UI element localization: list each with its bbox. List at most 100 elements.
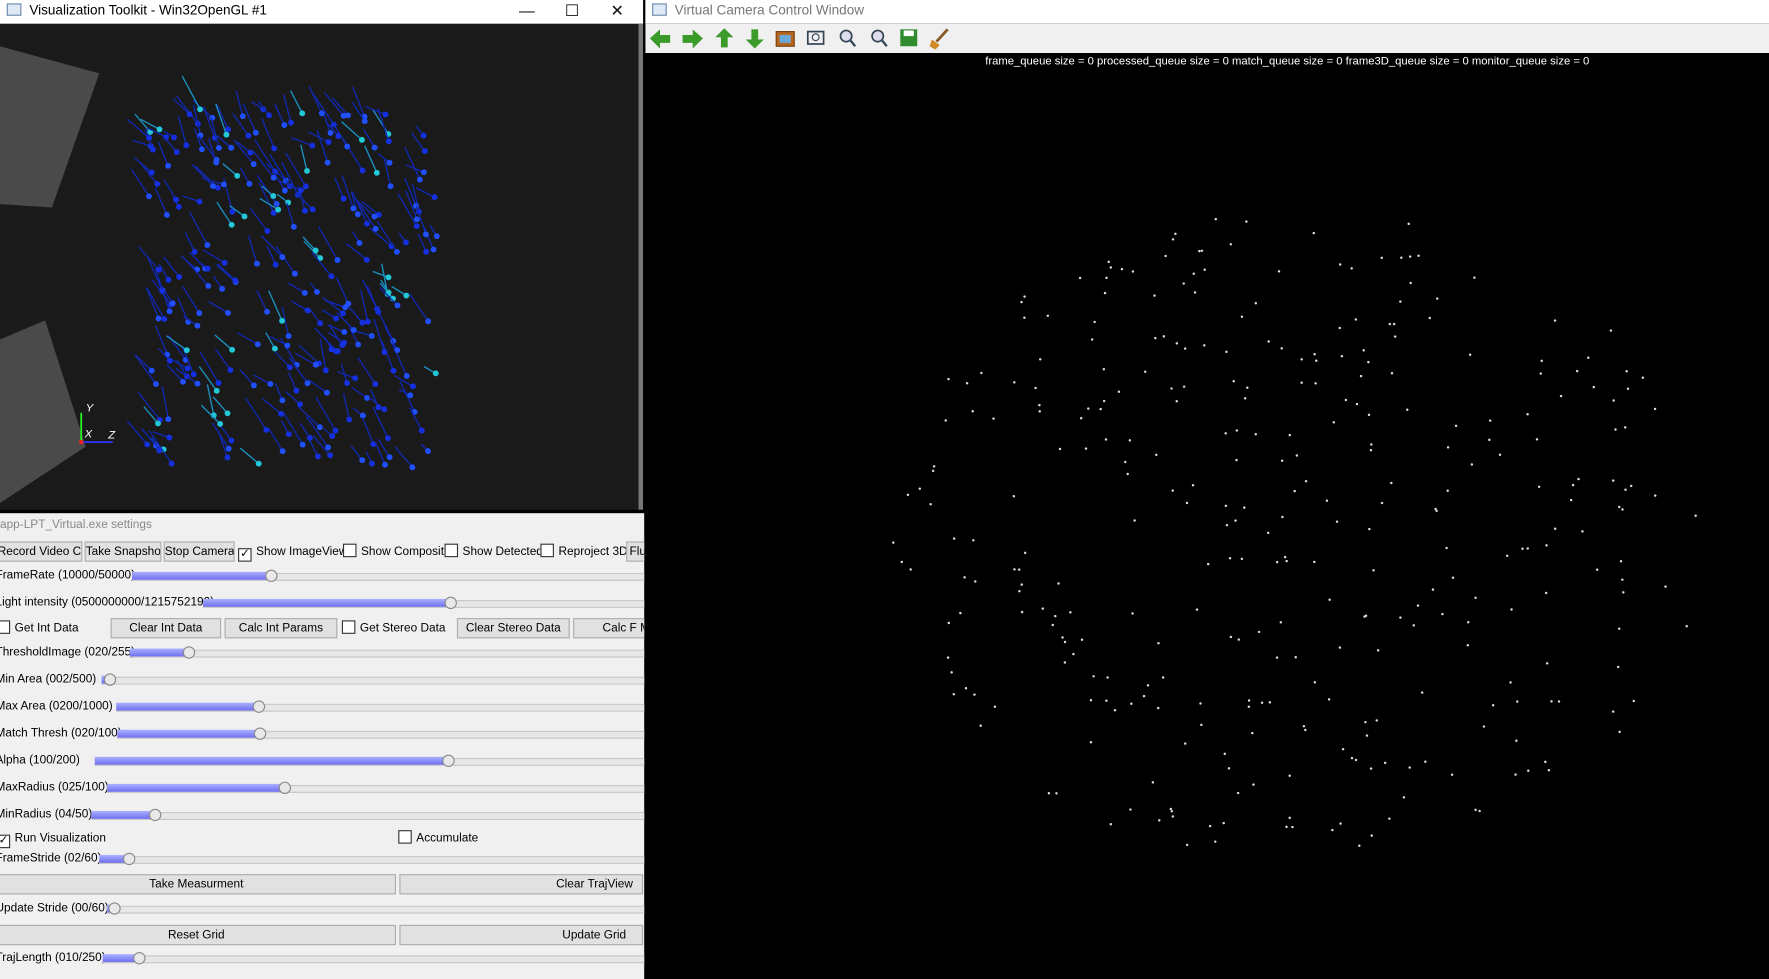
trajectory [155, 325, 168, 355]
button[interactable]: Update Grid [399, 924, 644, 946]
trajectory [172, 98, 191, 115]
slider-track[interactable] [107, 905, 645, 914]
particle [1498, 453, 1502, 456]
particle [959, 611, 962, 615]
slider-thumb[interactable] [122, 852, 136, 866]
slider-thumb[interactable] [265, 569, 278, 582]
checkbox[interactable]: Show Detected [444, 543, 543, 560]
checkbox[interactable]: Get Stereo Data [341, 620, 445, 636]
checkbox[interactable]: Show Composite [342, 543, 451, 560]
close-button[interactable]: ✕ [610, 1, 624, 20]
button[interactable]: Stop Cameras [163, 541, 235, 562]
slider-thumb[interactable] [278, 781, 292, 795]
check-box[interactable] [398, 830, 412, 844]
particle [306, 435, 313, 441]
particle [393, 248, 400, 255]
button[interactable]: Calc F Ma [573, 618, 645, 639]
particle [1124, 460, 1127, 464]
particle [372, 225, 379, 232]
trajectory [175, 95, 199, 125]
particle [1223, 752, 1227, 756]
forward-icon[interactable] [682, 29, 703, 49]
slider-thumb[interactable] [442, 754, 455, 767]
slider-track[interactable] [99, 856, 645, 864]
zoom-in-icon[interactable] [839, 29, 857, 47]
slider-thumb[interactable] [182, 646, 196, 659]
checkbox[interactable]: ✓ Show ImageView [238, 544, 347, 562]
particle [221, 259, 228, 266]
trajectory [256, 290, 268, 313]
slider-track[interactable] [101, 676, 645, 685]
button[interactable]: Reset Grid [0, 924, 396, 946]
checkbox[interactable]: Accumulate [398, 830, 478, 846]
trajectory [377, 438, 391, 458]
check-box[interactable]: ✓ [0, 834, 11, 849]
particle [194, 380, 201, 387]
button[interactable]: Flus [626, 541, 645, 562]
button[interactable]: Calc Int Params [224, 618, 338, 639]
maximize-button[interactable]: ☐ [564, 1, 580, 20]
particle [273, 201, 280, 207]
slider-track[interactable] [102, 955, 645, 964]
button[interactable]: Clear Stereo Data [456, 618, 570, 639]
particle [332, 427, 339, 434]
check-box[interactable]: ✓ [238, 548, 252, 562]
trajectory [143, 406, 159, 424]
slider-thumb[interactable] [103, 673, 117, 686]
button[interactable]: Clear TrajView [399, 874, 644, 895]
slider-thumb[interactable] [148, 808, 162, 822]
trajectory [394, 446, 413, 468]
zoom-fit-icon[interactable] [806, 30, 825, 45]
button[interactable]: Clear Int Data [110, 618, 222, 639]
button[interactable]: Take Measurment [0, 874, 396, 895]
particle [1285, 825, 1288, 829]
checkbox[interactable]: Reproject 3D [540, 543, 628, 560]
slider-thumb[interactable] [252, 700, 266, 713]
slider-thumb[interactable] [108, 902, 121, 915]
trajectory [290, 137, 313, 147]
button[interactable]: Record Video Clip [0, 541, 83, 562]
slider-label: TrajLength (010/250) [0, 950, 106, 965]
particle [892, 541, 895, 544]
particle [1312, 231, 1316, 235]
check-box[interactable] [0, 620, 11, 634]
slider-thumb[interactable] [444, 596, 457, 610]
particle [264, 308, 271, 315]
image-icon[interactable] [775, 31, 795, 47]
trajectory [198, 135, 218, 161]
check-box[interactable] [444, 543, 459, 558]
particle [1113, 709, 1117, 712]
save-icon[interactable] [900, 29, 918, 47]
down-icon[interactable] [745, 29, 764, 49]
trajectory [239, 369, 255, 386]
slider-track[interactable] [91, 812, 645, 820]
button[interactable]: Take Snapshot [84, 541, 162, 562]
back-icon[interactable] [649, 29, 671, 49]
minimize-button[interactable]: — [518, 1, 535, 20]
particle [271, 145, 278, 152]
trajectory [203, 106, 216, 139]
particle [1545, 662, 1549, 665]
slider-track[interactable] [129, 649, 645, 658]
check-box[interactable] [341, 620, 356, 634]
check-box[interactable] [540, 543, 554, 558]
checkbox[interactable]: ✓Run Visualization [0, 830, 106, 849]
clear-icon[interactable] [929, 28, 949, 50]
slider-thumb[interactable] [133, 951, 146, 965]
up-icon[interactable] [715, 28, 734, 48]
checkbox[interactable]: Get Int Data [0, 620, 79, 636]
particle [169, 300, 176, 307]
particle [1131, 612, 1134, 615]
particle [1515, 739, 1518, 742]
trajectory [259, 197, 279, 211]
particle [333, 315, 339, 322]
trajectory [322, 111, 332, 134]
trajectory [269, 335, 288, 347]
zoom-out-icon[interactable] [871, 29, 888, 47]
slider-thumb[interactable] [253, 727, 267, 740]
particle [340, 112, 347, 119]
particle [302, 207, 308, 214]
particle [1685, 624, 1688, 628]
check-box[interactable] [342, 543, 357, 558]
particle [275, 206, 282, 213]
